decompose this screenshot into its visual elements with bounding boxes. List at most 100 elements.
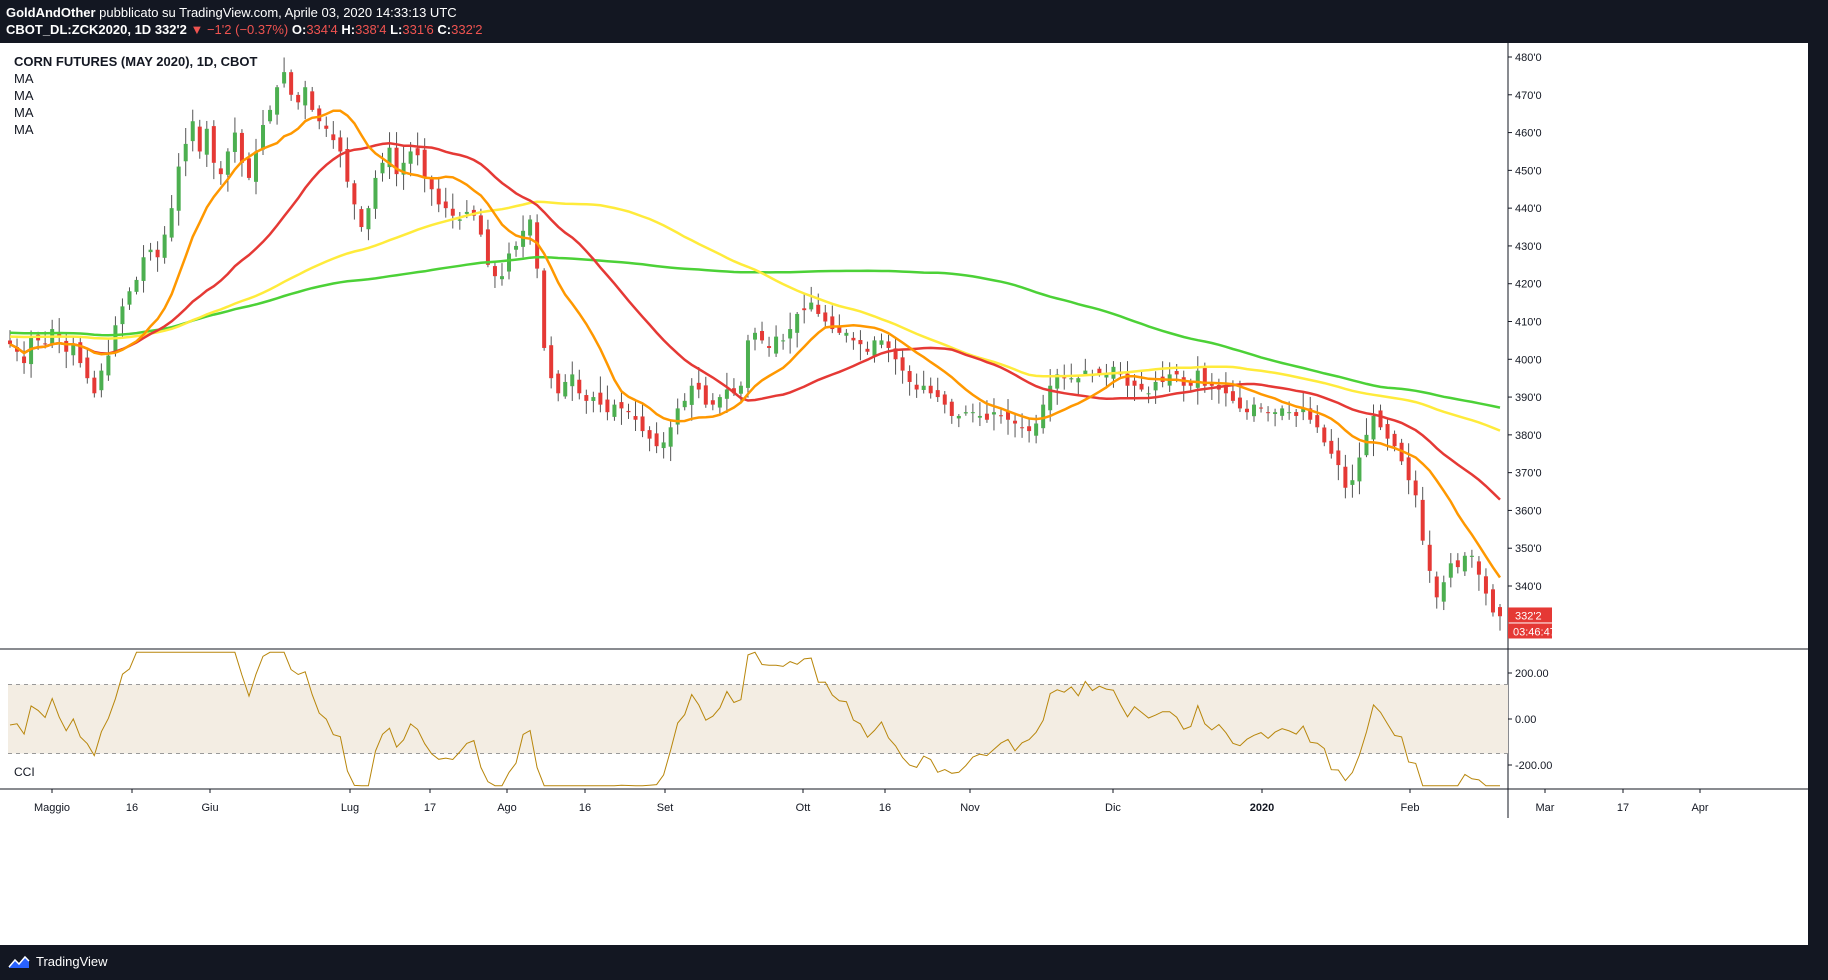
candle-body xyxy=(907,371,912,382)
candle-body xyxy=(1315,415,1320,428)
cci-tick-label: -200.00 xyxy=(1515,760,1552,772)
candle-body xyxy=(816,304,821,314)
candle-body xyxy=(141,257,146,281)
candle-body xyxy=(366,208,371,230)
candle-body xyxy=(760,331,765,341)
legend-ma-3[interactable]: MA xyxy=(14,105,34,120)
candle-body xyxy=(753,332,757,340)
candle-body xyxy=(640,416,645,432)
candle-body xyxy=(970,412,975,414)
candle-body xyxy=(647,430,652,439)
ma-red-line xyxy=(9,142,1501,501)
candle-body xyxy=(408,151,413,164)
candle-body xyxy=(809,302,814,310)
right-frame xyxy=(1808,43,1828,945)
candle-body xyxy=(43,343,48,345)
time-tick-label: Set xyxy=(657,802,674,814)
candle-body xyxy=(1385,424,1390,439)
candle-body xyxy=(450,208,455,216)
candle-body xyxy=(1062,377,1067,379)
candle-body xyxy=(935,390,940,398)
candle-body xyxy=(380,162,385,174)
candle-body xyxy=(928,385,933,394)
legend-ma-2[interactable]: MA xyxy=(14,88,34,103)
time-tick-label: 17 xyxy=(424,802,436,814)
candle-body xyxy=(289,72,294,95)
legend-ma-1[interactable]: MA xyxy=(14,71,34,86)
candle-body xyxy=(598,392,603,405)
candle-body xyxy=(851,337,856,341)
candle-body xyxy=(1273,412,1278,414)
candle-body xyxy=(626,410,631,413)
candle-body xyxy=(1469,555,1474,557)
candle-body xyxy=(1083,370,1088,374)
time-tick-label: Ott xyxy=(796,802,811,814)
tradingview-wordmark: TradingView xyxy=(36,954,108,969)
price-change: −1'2 (−0.37%) xyxy=(206,22,289,37)
candle-body xyxy=(1392,433,1397,447)
price-tick-label: 420'0 xyxy=(1515,279,1542,291)
candle-body xyxy=(338,137,343,152)
candle-body xyxy=(155,249,160,258)
candle-body xyxy=(464,211,469,214)
candle-body xyxy=(1174,371,1179,375)
candle-body xyxy=(275,87,280,115)
candle-body xyxy=(661,442,666,449)
candle-body xyxy=(879,340,884,345)
price-tick-label: 340'0 xyxy=(1515,581,1542,593)
candle-body xyxy=(731,388,736,394)
chart-area[interactable]: 480'0 470'0 460'0 450'0 440'0 430'0 420'0 410'0… xyxy=(0,43,1828,945)
candle-body xyxy=(1280,408,1285,416)
high-value: 338'4 xyxy=(355,22,387,37)
candle-body xyxy=(246,158,251,178)
candle-body xyxy=(352,183,357,205)
countdown-tag xyxy=(1508,623,1552,639)
candle-body xyxy=(886,341,891,348)
candle-body xyxy=(703,385,708,405)
time-tick-label: Dic xyxy=(1105,802,1121,814)
time-tick-label: Giu xyxy=(201,802,218,814)
candle-body xyxy=(795,313,800,333)
author-name[interactable]: GoldAndOther xyxy=(6,5,96,20)
candle-body xyxy=(942,394,947,405)
candle-body xyxy=(1343,466,1348,488)
last-price-label: 332'2 xyxy=(1515,610,1542,622)
candle-body xyxy=(767,346,772,348)
candle-body xyxy=(1476,561,1481,575)
candle-body xyxy=(745,340,750,388)
legend-ma-4[interactable]: MA xyxy=(14,122,34,137)
candle-body xyxy=(1188,380,1193,386)
candle-body xyxy=(1420,499,1425,541)
candle-body xyxy=(1498,607,1502,617)
candle-body xyxy=(1041,404,1046,429)
candles xyxy=(8,57,1502,631)
candle-body xyxy=(977,415,982,418)
price-tick-label: 350'0 xyxy=(1515,543,1542,555)
candle-body xyxy=(1322,427,1327,443)
candle-body xyxy=(991,412,996,415)
candle-body xyxy=(478,215,483,235)
price-axis: 480'0 470'0 460'0 450'0 440'0 430'0 420'0 410'0… xyxy=(1508,52,1542,593)
candle-body xyxy=(204,128,209,155)
cci-label: CCI xyxy=(14,765,35,779)
cci-tick-label: 0.00 xyxy=(1515,714,1536,726)
candle-body xyxy=(253,151,258,182)
candle-body xyxy=(900,357,905,371)
candle-body xyxy=(1237,397,1242,409)
open-label: O: xyxy=(291,22,307,37)
candle-body xyxy=(563,381,568,397)
time-tick-label: 16 xyxy=(126,802,138,814)
tradingview-brand[interactable]: TradingView xyxy=(8,954,108,969)
candle-body xyxy=(71,344,76,356)
candle-body xyxy=(872,340,877,356)
price-chart-svg[interactable]: 480'0 470'0 460'0 450'0 440'0 430'0 420'0 410'0… xyxy=(0,43,1828,945)
candle-body xyxy=(443,201,448,209)
price-tick-label: 380'0 xyxy=(1515,430,1542,442)
candle-body xyxy=(387,147,392,168)
low-value: 331'6 xyxy=(402,22,434,37)
candle-body xyxy=(668,427,673,447)
candle-body xyxy=(1287,412,1292,414)
close-label: C: xyxy=(437,22,452,37)
candle-body xyxy=(415,148,420,156)
time-tick-label: Nov xyxy=(960,802,980,814)
